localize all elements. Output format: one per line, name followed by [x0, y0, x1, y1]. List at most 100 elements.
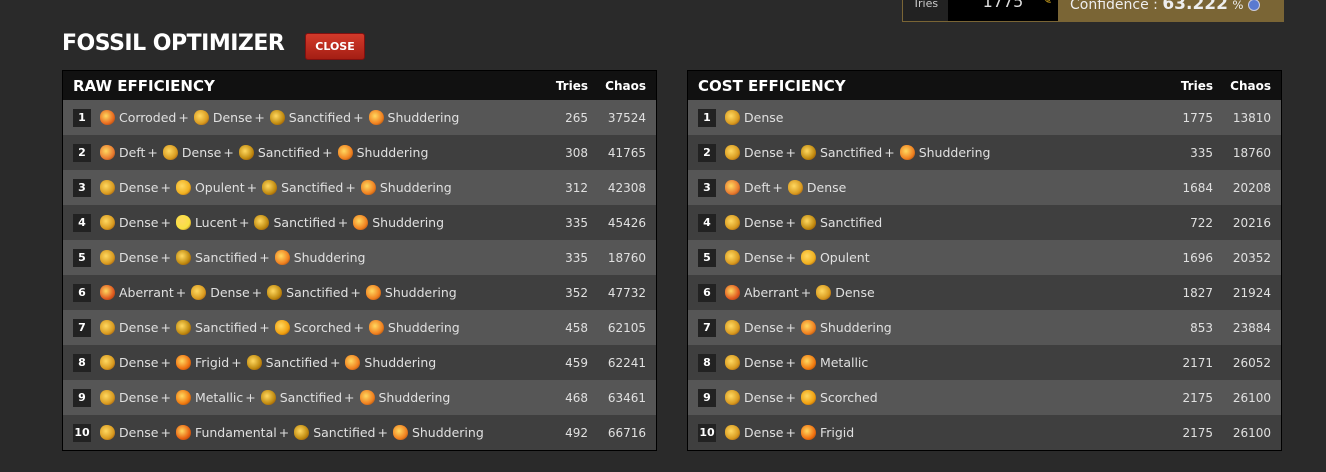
- table-row[interactable]: 1 Corroded + Dense + Sanctified + Shuddering 265…: [63, 100, 656, 135]
- fossil-name: Dense: [744, 320, 784, 335]
- fossil-name: Metallic: [819, 355, 869, 370]
- metallic-fossil-icon: [800, 355, 816, 370]
- table-row[interactable]: 4 Dense + Sanctified 722 20216: [688, 205, 1281, 240]
- fossil-combination: Dense + Frigid + Sanctified + Shuddering: [97, 355, 528, 370]
- plus-sign: +: [353, 320, 364, 335]
- plus-sign: +: [785, 320, 796, 335]
- confidence-unit: %: [1232, 0, 1244, 12]
- tries-cell: 2175: [1182, 425, 1213, 440]
- fossil-name: Corroded: [119, 110, 177, 125]
- sanctified-fossil-icon: [269, 110, 285, 125]
- plus-sign: +: [278, 425, 290, 440]
- fossil-name: Sanctified: [194, 320, 258, 335]
- table-row[interactable]: 6 Aberrant + Dense 1827 21924: [688, 275, 1281, 310]
- table-row[interactable]: 3 Dense + Opulent + Sanctified + Shuddering 312 4…: [63, 170, 656, 205]
- fossil-name: Dense: [212, 110, 253, 125]
- scorched-fossil-icon: [274, 320, 290, 335]
- table-row[interactable]: 8 Dense + Metallic 2171 26052: [688, 345, 1281, 380]
- sanctified-fossil-icon: [175, 250, 191, 265]
- fossil-name: Shuddering: [387, 110, 460, 125]
- chaos-cell: 20208: [1232, 180, 1271, 195]
- tries-header[interactable]: Tries: [555, 78, 588, 93]
- chaos-cell: 18760: [1232, 145, 1271, 160]
- tries-value: 1775: [982, 0, 1024, 11]
- fossil-name: Shuddering: [384, 285, 457, 300]
- shuddering-fossil-icon: [360, 180, 376, 195]
- fossil-name: Dense: [119, 355, 159, 370]
- plus-sign: +: [160, 250, 171, 265]
- table-title: RAW EFFICIENCY: [73, 76, 215, 95]
- table-row[interactable]: 4 Dense + Lucent + Sanctified + Shuddering 335 45…: [63, 205, 656, 240]
- frigid-fossil-icon: [800, 425, 816, 440]
- dense-fossil-icon: [725, 320, 740, 335]
- shuddering-fossil-icon: [337, 145, 353, 160]
- fossil-combination: Aberrant + Dense + Sanctified + Shuddering: [97, 285, 528, 300]
- table-row[interactable]: 8 Dense + Frigid + Sanctified + Shuddering 459 62…: [63, 345, 656, 380]
- tries-cell: 335: [1190, 145, 1213, 160]
- chaos-cell: 41765: [607, 145, 646, 160]
- fossil-name: Sanctified: [265, 355, 328, 370]
- table-row[interactable]: 2 Deft + Dense + Sanctified + Shuddering 308 4176…: [63, 135, 656, 170]
- table-row[interactable]: 2 Dense + Sanctified + Shuddering 335 18760: [688, 135, 1281, 170]
- chaos-header[interactable]: Chaos: [605, 78, 646, 93]
- fossil-name: Dense: [119, 390, 159, 405]
- chaos-cell: 63461: [607, 390, 646, 405]
- table-row[interactable]: 5 Dense + Opulent 1696 20352: [688, 240, 1281, 275]
- fossil-combination: Dense + Metallic: [722, 355, 1153, 370]
- chaos-cell: 13810: [1232, 110, 1271, 125]
- fossil-name: Sanctified: [313, 425, 376, 440]
- table-row[interactable]: 7 Dense + Shuddering 853 23884: [688, 310, 1281, 345]
- dense-fossil-icon: [725, 215, 740, 230]
- table-row[interactable]: 9 Dense + Scorched 2175 26100: [688, 380, 1281, 415]
- plus-sign: +: [350, 285, 361, 300]
- info-icon[interactable]: [1247, 0, 1260, 11]
- table-row[interactable]: 7 Dense + Sanctified + Scorched + Shuddering 458…: [63, 310, 656, 345]
- deft-fossil-icon: [725, 180, 740, 195]
- table-row[interactable]: 5 Dense + Sanctified + Shuddering 335 18760: [63, 240, 656, 275]
- fossil-name: Sanctified: [281, 180, 344, 195]
- tries-cell: 352: [565, 285, 588, 300]
- shuddering-fossil-icon: [800, 320, 816, 335]
- fossil-name: Shuddering: [411, 425, 484, 440]
- pencil-icon[interactable]: ✎: [1041, 0, 1052, 7]
- table-header: COST EFFICIENCY Tries Chaos: [688, 71, 1281, 100]
- fossil-name: Dense: [744, 425, 784, 440]
- plus-sign: +: [329, 355, 341, 370]
- fossil-combination: Corroded + Dense + Sanctified + Shuddering: [97, 110, 528, 125]
- table-row[interactable]: 10 Dense + Fundamental + Sanctified + Shudderin…: [63, 415, 656, 450]
- table-row[interactable]: 1 Dense 1775 13810: [688, 100, 1281, 135]
- fossil-combination: Dense + Sanctified + Shuddering: [722, 145, 1153, 160]
- table-row[interactable]: 6 Aberrant + Dense + Sanctified + Shuddering 352…: [63, 275, 656, 310]
- table-header: RAW EFFICIENCY Tries Chaos: [63, 71, 656, 100]
- plus-sign: +: [800, 285, 812, 300]
- plus-sign: +: [353, 110, 364, 125]
- chaos-cell: 20216: [1232, 215, 1271, 230]
- table-row[interactable]: 3 Deft + Dense 1684 20208: [688, 170, 1281, 205]
- chaos-header[interactable]: Chaos: [1230, 78, 1271, 93]
- plus-sign: +: [259, 250, 270, 265]
- shuddering-fossil-icon: [392, 425, 408, 440]
- tries-cell: 2175: [1182, 390, 1213, 405]
- close-button[interactable]: CLOSE: [305, 33, 365, 60]
- shuddering-fossil-icon: [345, 355, 361, 370]
- tries-cell: 335: [565, 215, 588, 230]
- rank-badge: 5: [698, 248, 716, 267]
- estimate-bar: Tries 1775 ✎ Confidence : 63.222 %: [902, 0, 1284, 22]
- dense-fossil-icon: [725, 355, 740, 370]
- shuddering-fossil-icon: [365, 285, 381, 300]
- sanctified-fossil-icon: [267, 285, 283, 300]
- rank-badge: 10: [698, 423, 716, 442]
- rank-badge: 3: [698, 178, 716, 197]
- plus-sign: +: [772, 180, 783, 195]
- shuddering-fossil-icon: [368, 110, 384, 125]
- plus-sign: +: [246, 180, 258, 195]
- chaos-cell: 37524: [607, 110, 646, 125]
- frigid-fossil-icon: [175, 355, 191, 370]
- plus-sign: +: [175, 285, 187, 300]
- tries-header[interactable]: Tries: [1180, 78, 1213, 93]
- table-row[interactable]: 10 Dense + Frigid 2175 26100: [688, 415, 1281, 450]
- rank-badge: 8: [698, 353, 716, 372]
- chaos-cell: 26100: [1232, 390, 1271, 405]
- table-row[interactable]: 9 Dense + Metallic + Sanctified + Shuddering 468…: [63, 380, 656, 415]
- tries-input[interactable]: 1775 ✎: [948, 0, 1058, 21]
